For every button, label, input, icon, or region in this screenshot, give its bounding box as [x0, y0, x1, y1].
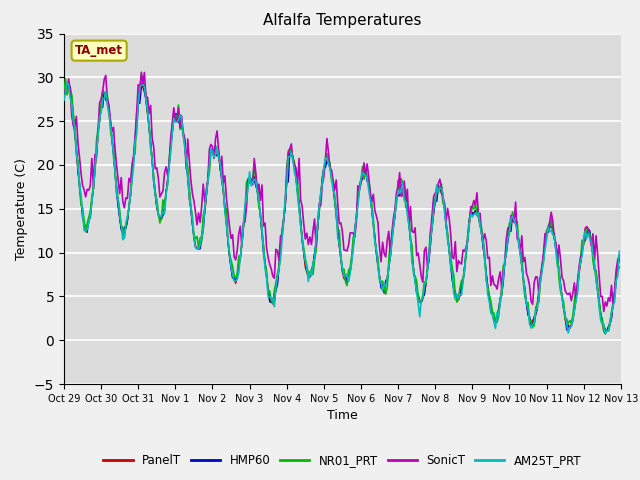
PanelT [616, 255, 623, 261]
PanelT [138, 81, 145, 86]
Text: TA_met: TA_met [75, 44, 123, 57]
Title: Alfalfa Temperatures: Alfalfa Temperatures [263, 13, 422, 28]
HMP60 [305, 270, 312, 276]
X-axis label: Time: Time [327, 409, 358, 422]
Line: HMP60: HMP60 [64, 82, 620, 331]
HMP60 [616, 257, 623, 263]
NR01_PRT [255, 204, 263, 210]
AM25T_PRT [305, 278, 312, 284]
PanelT [586, 234, 594, 240]
PanelT [227, 263, 235, 268]
SonicT [255, 181, 263, 187]
HMP60 [227, 266, 235, 272]
Y-axis label: Temperature (C): Temperature (C) [15, 158, 28, 260]
HMP60 [246, 180, 253, 186]
PanelT [128, 172, 136, 178]
HMP60 [139, 79, 147, 85]
Line: AM25T_PRT: AM25T_PRT [64, 83, 620, 334]
AM25T_PRT [586, 236, 594, 242]
HMP60 [586, 228, 594, 234]
AM25T_PRT [246, 169, 253, 175]
PanelT [602, 331, 609, 336]
SonicT [227, 236, 235, 241]
NR01_PRT [227, 257, 235, 263]
SonicT [138, 69, 145, 75]
PanelT [246, 177, 253, 183]
NR01_PRT [616, 264, 623, 270]
SonicT [600, 309, 607, 314]
SonicT [246, 176, 253, 181]
HMP60 [128, 173, 136, 179]
SonicT [128, 161, 136, 167]
NR01_PRT [138, 72, 145, 78]
NR01_PRT [305, 271, 312, 277]
Line: SonicT: SonicT [64, 72, 620, 312]
HMP60 [255, 201, 263, 206]
AM25T_PRT [227, 264, 235, 269]
AM25T_PRT [255, 193, 263, 199]
NR01_PRT [246, 179, 253, 184]
NR01_PRT [60, 88, 68, 94]
Line: PanelT: PanelT [64, 84, 620, 334]
SonicT [586, 234, 594, 240]
AM25T_PRT [63, 80, 71, 85]
PanelT [255, 200, 263, 205]
AM25T_PRT [602, 331, 609, 337]
HMP60 [603, 328, 611, 334]
NR01_PRT [602, 329, 609, 335]
AM25T_PRT [616, 249, 623, 254]
HMP60 [60, 90, 68, 96]
AM25T_PRT [130, 163, 138, 168]
PanelT [60, 92, 68, 97]
Line: NR01_PRT: NR01_PRT [64, 75, 620, 332]
SonicT [616, 252, 623, 258]
SonicT [305, 241, 312, 247]
NR01_PRT [586, 231, 594, 237]
NR01_PRT [128, 171, 136, 177]
AM25T_PRT [60, 97, 68, 103]
SonicT [60, 88, 68, 94]
PanelT [305, 275, 312, 280]
Legend: PanelT, HMP60, NR01_PRT, SonicT, AM25T_PRT: PanelT, HMP60, NR01_PRT, SonicT, AM25T_P… [99, 449, 586, 472]
